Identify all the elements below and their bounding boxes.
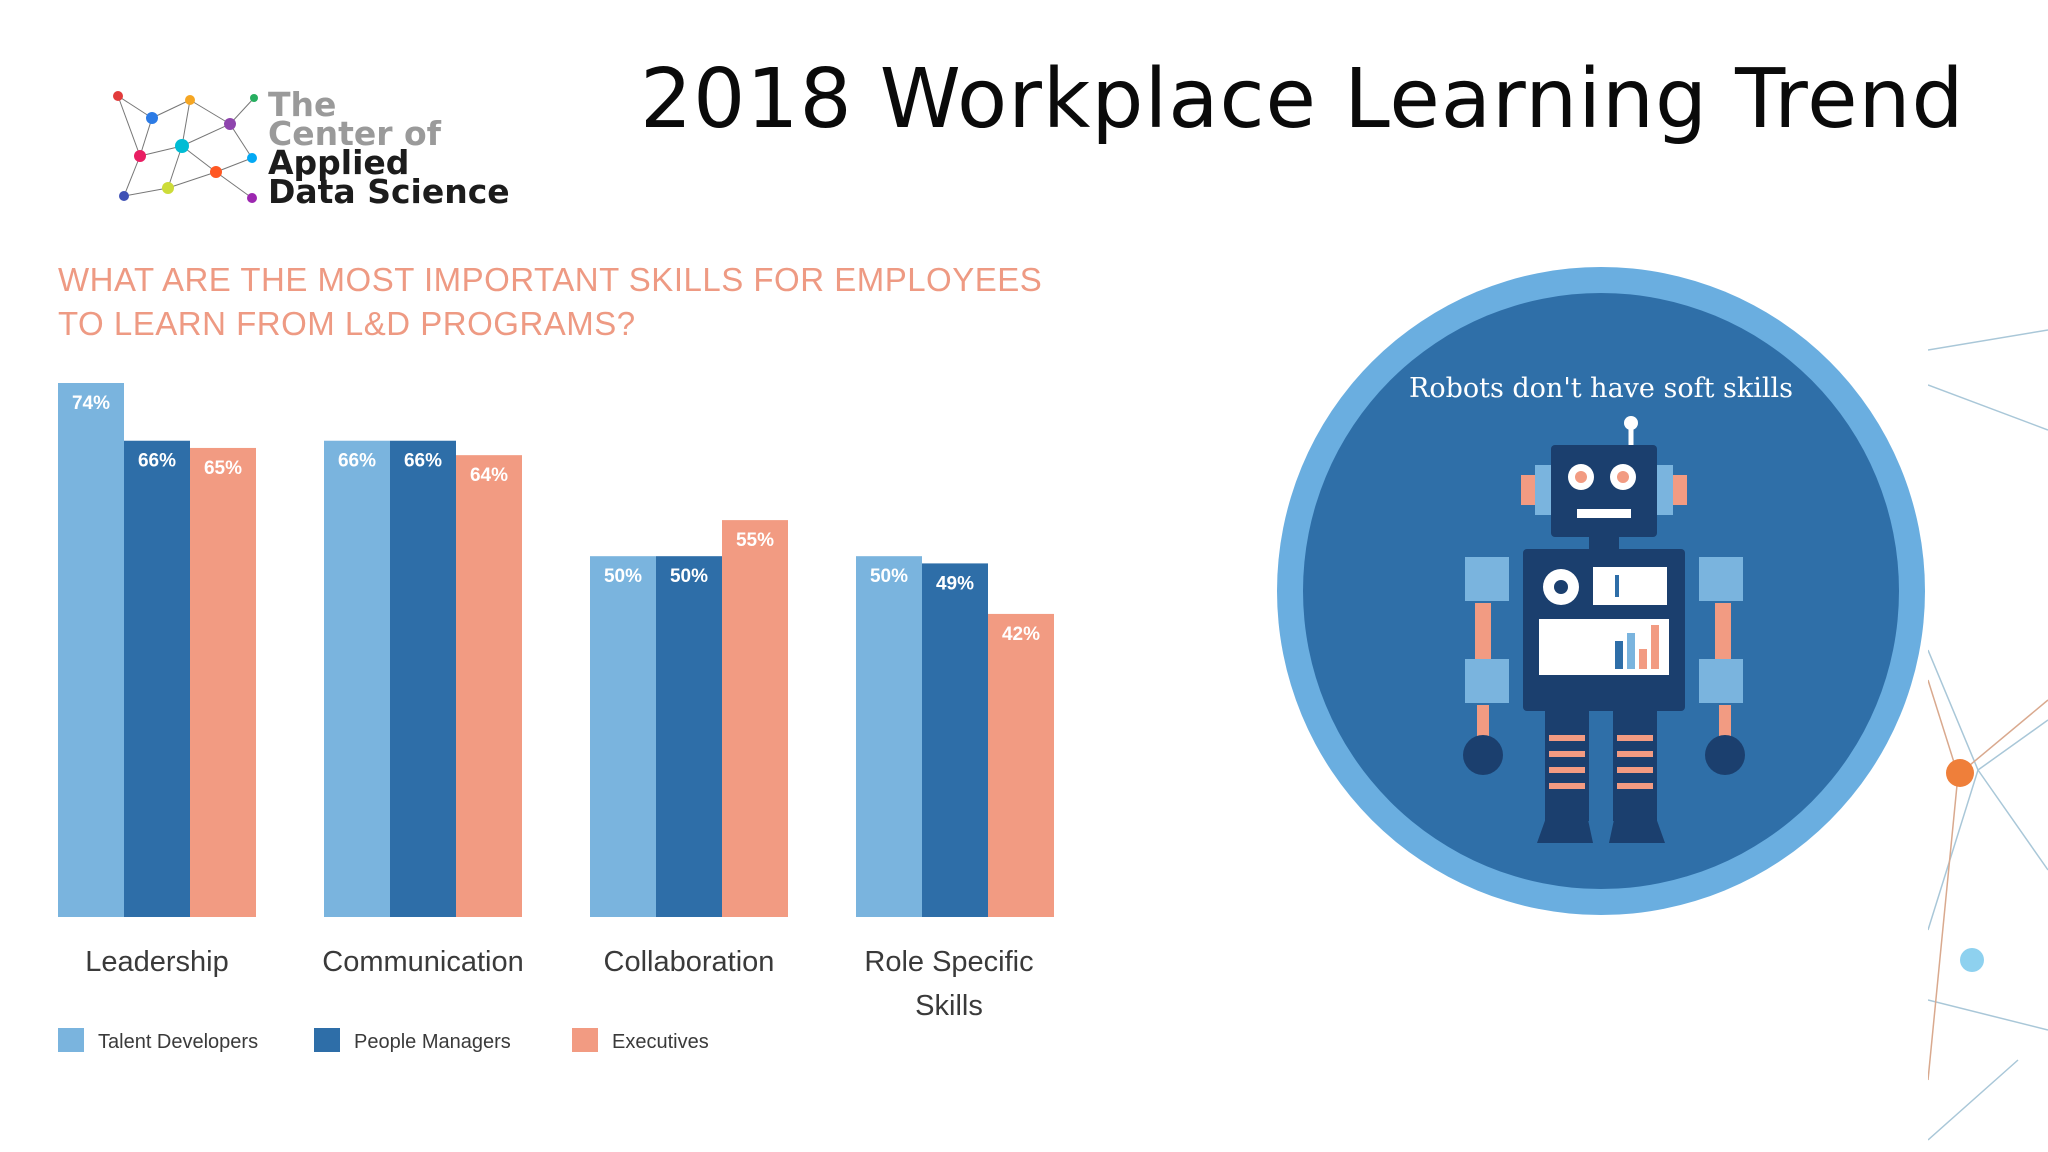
- network-logo-icon: [113, 91, 258, 203]
- bar-leadership-people-managers: [124, 440, 190, 917]
- robot-illustration: Robots don't have soft skills: [1277, 267, 1925, 915]
- legend-label-people-managers: People Managers: [354, 1031, 511, 1053]
- data-label-communication-executives: 64%: [470, 465, 508, 486]
- category-label-leadership: Leadership: [85, 946, 229, 978]
- data-label-communication-talent-developers: 66%: [338, 451, 376, 472]
- data-label-role-specific-skills-talent-developers: 50%: [870, 566, 908, 587]
- illustration-caption: Robots don't have soft skills: [1409, 373, 1793, 404]
- legend-label-talent-developers: Talent Developers: [98, 1031, 258, 1053]
- bar-leadership-talent-developers: [58, 383, 124, 917]
- logo-line-3: Applied: [268, 143, 410, 182]
- legend-swatch-talent-developers: [58, 1028, 84, 1052]
- network-node-orange: [1946, 759, 1974, 787]
- category-label-collaboration: Collaboration: [604, 946, 775, 978]
- bar-communication-people-managers: [390, 440, 456, 917]
- data-label-collaboration-people-managers: 50%: [670, 566, 708, 587]
- legend-swatch-executives: [572, 1028, 598, 1052]
- legend-label-executives: Executives: [612, 1031, 709, 1053]
- data-label-leadership-executives: 65%: [204, 458, 242, 479]
- bar-collaboration-executives: [722, 520, 788, 917]
- data-label-communication-people-managers: 66%: [404, 451, 442, 472]
- bar-role-specific-skills-talent-developers: [856, 556, 922, 917]
- legend-swatch-people-managers: [314, 1028, 340, 1052]
- bar-communication-talent-developers: [324, 440, 390, 917]
- robot-icon: [1463, 416, 1745, 843]
- chart-title-line-2: TO LEARN FROM L&D PROGRAMS?: [58, 305, 636, 342]
- category-label-communication: Communication: [322, 946, 523, 978]
- logo: The Center of Applied Data Science: [112, 88, 542, 218]
- data-label-leadership-people-managers: 66%: [138, 451, 176, 472]
- logo-line-4: Data Science: [268, 172, 510, 211]
- bar-chart: 74% 66% 65% Leadership 66% 66% 64% Communicatio…: [58, 383, 1054, 1053]
- data-label-role-specific-skills-people-managers: 49%: [936, 573, 974, 594]
- data-label-collaboration-talent-developers: 50%: [604, 566, 642, 587]
- bar-communication-executives: [456, 455, 522, 917]
- bar-collaboration-people-managers: [656, 556, 722, 917]
- chart-title: WHAT ARE THE MOST IMPORTANT SKILLS FOR E…: [58, 258, 1058, 346]
- logo-line-1: The: [268, 85, 337, 124]
- bar-role-specific-skills-executives: [988, 613, 1054, 917]
- data-label-role-specific-skills-executives: 42%: [1002, 624, 1040, 645]
- network-node-blue: [1960, 948, 1984, 972]
- category-label-role-specific-skills-line-1: Role Specific: [864, 946, 1033, 978]
- logo-text: The Center of Applied Data Science: [268, 85, 510, 211]
- data-label-leadership-talent-developers: 74%: [72, 393, 110, 414]
- logo-line-2: Center of: [268, 114, 442, 153]
- chart-title-line-1: WHAT ARE THE MOST IMPORTANT SKILLS FOR E…: [58, 261, 1043, 298]
- slide-title: 2018 Workplace Learning Trend: [640, 52, 1965, 147]
- category-label-role-specific-skills-line-2: Skills: [915, 990, 983, 1022]
- bar-role-specific-skills-people-managers: [922, 563, 988, 917]
- data-label-collaboration-executives: 55%: [736, 530, 774, 551]
- bar-leadership-executives: [190, 447, 256, 917]
- network-decoration: [1928, 329, 2048, 1141]
- bar-collaboration-talent-developers: [590, 556, 656, 917]
